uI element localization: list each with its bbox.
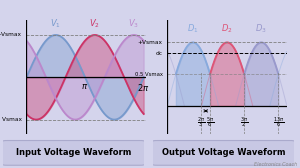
Text: $V_1$: $V_1$ <box>50 17 61 30</box>
Text: $\pi$: $\pi$ <box>82 82 88 91</box>
Text: $\frac{13\pi}{6}$: $\frac{13\pi}{6}$ <box>273 115 284 130</box>
Text: $D_3$: $D_3$ <box>255 22 267 35</box>
Text: - Vsmax: - Vsmax <box>0 117 22 122</box>
Text: Output Voltage Waveform: Output Voltage Waveform <box>162 148 285 157</box>
FancyBboxPatch shape <box>2 140 146 165</box>
Text: $\frac{5\pi}{6}$: $\frac{5\pi}{6}$ <box>206 115 214 130</box>
FancyBboxPatch shape <box>152 140 296 165</box>
Text: $D_1$: $D_1$ <box>187 22 199 35</box>
Text: +Vsmax: +Vsmax <box>138 40 163 45</box>
Text: $V_3$: $V_3$ <box>128 17 140 30</box>
Text: $V_2$: $V_2$ <box>89 17 100 30</box>
Text: $2\pi$: $2\pi$ <box>137 82 150 93</box>
Text: 0.5 Vsmax: 0.5 Vsmax <box>135 72 163 77</box>
Text: dc: dc <box>156 51 163 56</box>
Text: Electronics Coach: Electronics Coach <box>254 162 297 167</box>
Text: +Vsmax: +Vsmax <box>0 32 22 37</box>
Text: $\frac{2\pi}{3}$: $\frac{2\pi}{3}$ <box>197 115 206 130</box>
Text: $\frac{3\pi}{2}$: $\frac{3\pi}{2}$ <box>240 115 248 130</box>
Text: Input Voltage Waveform: Input Voltage Waveform <box>16 148 131 157</box>
Text: $D_2$: $D_2$ <box>221 22 233 35</box>
